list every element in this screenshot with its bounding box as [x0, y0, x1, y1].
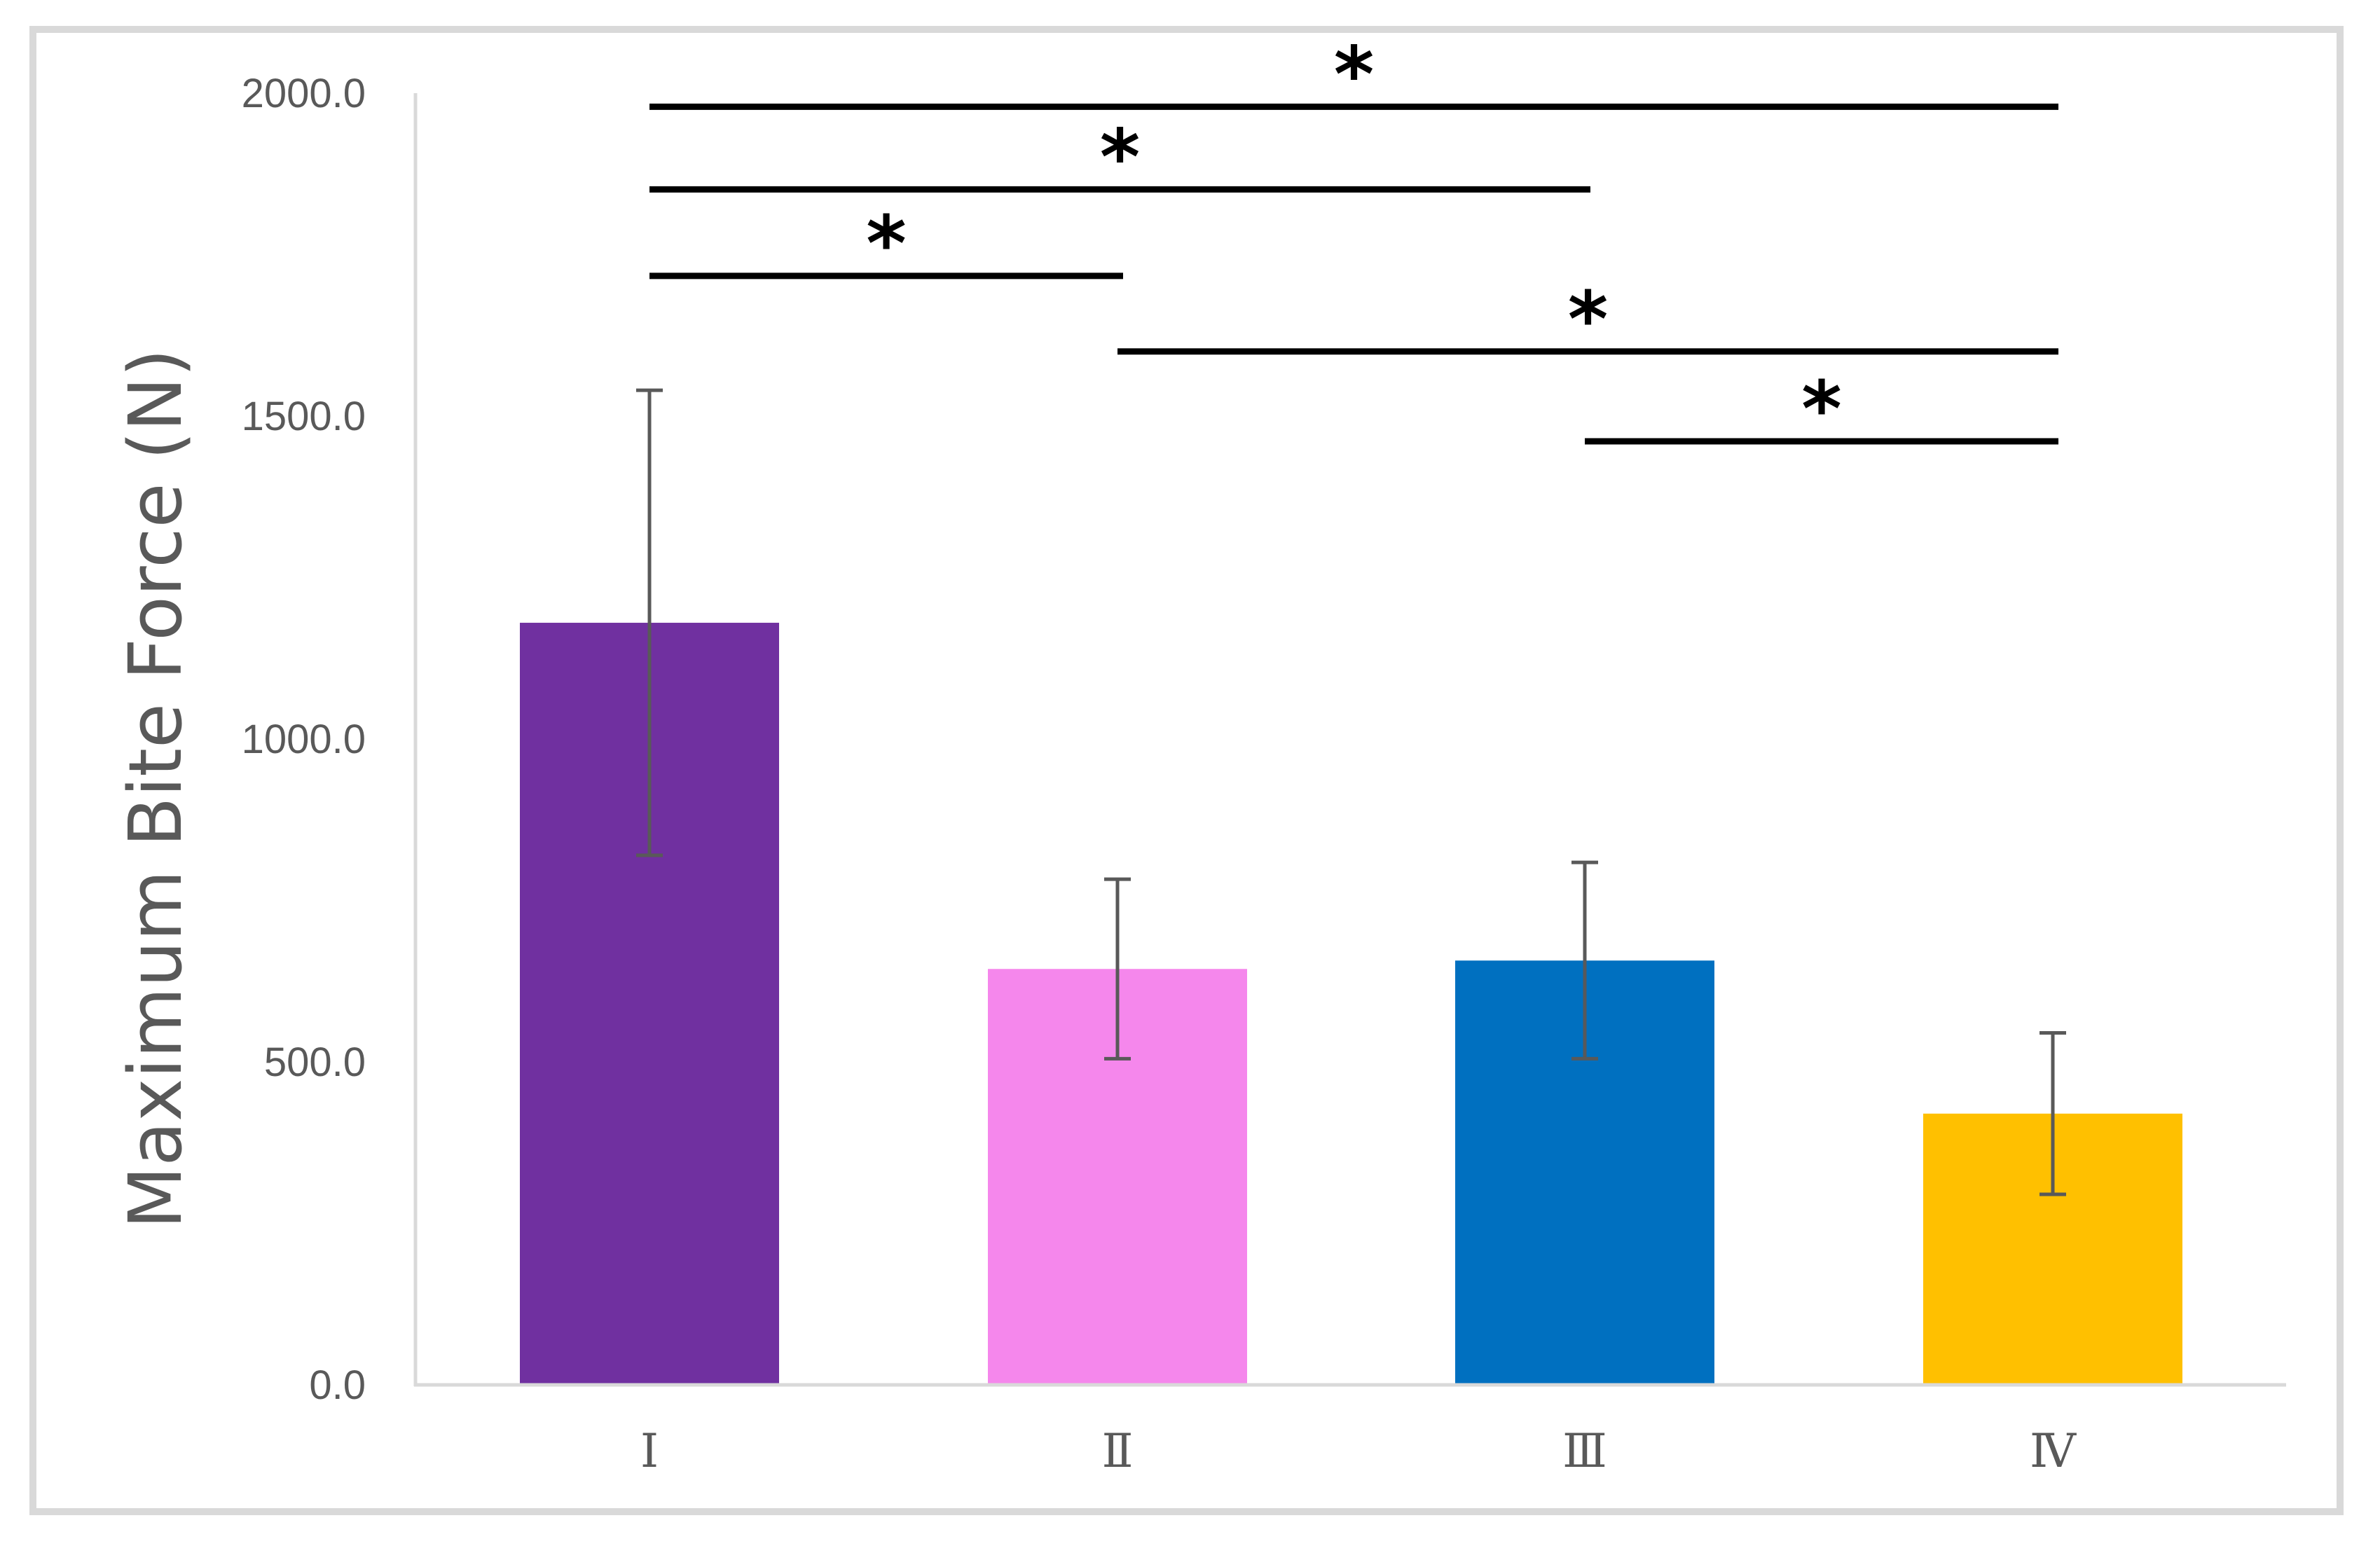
significance-bracket-1: *: [649, 29, 2058, 119]
x-category-label: Ⅰ: [640, 1424, 659, 1478]
x-category-label: Ⅲ: [1562, 1424, 1607, 1478]
y-tick-label: 500.0: [264, 1040, 366, 1085]
significance-bracket-2: *: [649, 112, 1590, 202]
significance-asterisk: *: [1334, 29, 1375, 119]
error-bar-3: [1571, 860, 1598, 1061]
significance-asterisk: *: [1568, 275, 1609, 364]
x-category-label: Ⅳ: [2030, 1424, 2077, 1478]
significance-asterisk: *: [1100, 112, 1141, 202]
error-bar-4: [2039, 1031, 2066, 1196]
y-tick-label: 1500.0: [242, 394, 366, 439]
significance-bracket-5: *: [1585, 364, 2058, 454]
bars: [520, 623, 2182, 1385]
y-axis-tick-labels: 0.0 500.0 1000.0 1500.0 2000.0: [242, 71, 366, 1408]
significance-asterisk: *: [866, 199, 907, 289]
significance-bracket-3: *: [649, 199, 1123, 289]
x-category-label: Ⅱ: [1102, 1424, 1134, 1478]
error-bar-1: [636, 388, 663, 857]
significance-asterisk: *: [1801, 364, 1842, 454]
y-axis-title-group: Maximum Bite Force (N): [113, 349, 198, 1229]
error-bar-2: [1104, 877, 1131, 1061]
error-bars: [636, 388, 2066, 1196]
significance-bracket-4: *: [1117, 275, 2058, 364]
y-tick-label: 2000.0: [242, 71, 366, 116]
y-axis-title: Maximum Bite Force (N): [113, 349, 198, 1229]
significance-annotations: * * * * *: [649, 29, 2058, 454]
x-axis-category-labels: Ⅰ Ⅱ Ⅲ Ⅳ: [640, 1424, 2077, 1478]
y-tick-label: 1000.0: [242, 717, 366, 762]
y-tick-label: 0.0: [309, 1362, 366, 1408]
